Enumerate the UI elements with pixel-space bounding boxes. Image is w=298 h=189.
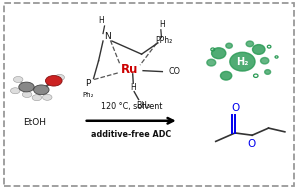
Ellipse shape <box>230 52 255 71</box>
Ellipse shape <box>252 45 265 54</box>
Text: P: P <box>86 79 91 88</box>
Text: 120 °C, solvent: 120 °C, solvent <box>100 102 162 111</box>
Ellipse shape <box>265 70 271 74</box>
Circle shape <box>43 94 52 100</box>
Text: additive-free ADC: additive-free ADC <box>91 130 171 139</box>
Text: H: H <box>130 83 136 92</box>
Circle shape <box>34 85 49 95</box>
Text: BH₃: BH₃ <box>136 101 150 110</box>
Text: H: H <box>159 20 165 29</box>
Ellipse shape <box>212 48 226 59</box>
Text: Ru: Ru <box>121 63 138 76</box>
Text: O: O <box>248 139 256 149</box>
Circle shape <box>19 82 34 92</box>
Circle shape <box>46 76 62 86</box>
Text: H: H <box>99 16 104 25</box>
Circle shape <box>10 88 20 94</box>
Ellipse shape <box>221 71 232 80</box>
Text: N: N <box>104 32 111 41</box>
Ellipse shape <box>246 41 254 47</box>
Ellipse shape <box>226 43 232 48</box>
Ellipse shape <box>260 57 269 64</box>
Text: H₂: H₂ <box>236 57 249 67</box>
Circle shape <box>32 95 42 101</box>
Circle shape <box>55 74 64 81</box>
Text: Ph₂: Ph₂ <box>83 92 94 98</box>
Text: PPh₂: PPh₂ <box>155 36 173 45</box>
Text: O: O <box>232 103 240 113</box>
Ellipse shape <box>207 59 216 66</box>
Circle shape <box>22 91 32 98</box>
Text: CO: CO <box>168 67 180 76</box>
Circle shape <box>13 77 23 82</box>
Text: EtOH: EtOH <box>23 118 46 127</box>
